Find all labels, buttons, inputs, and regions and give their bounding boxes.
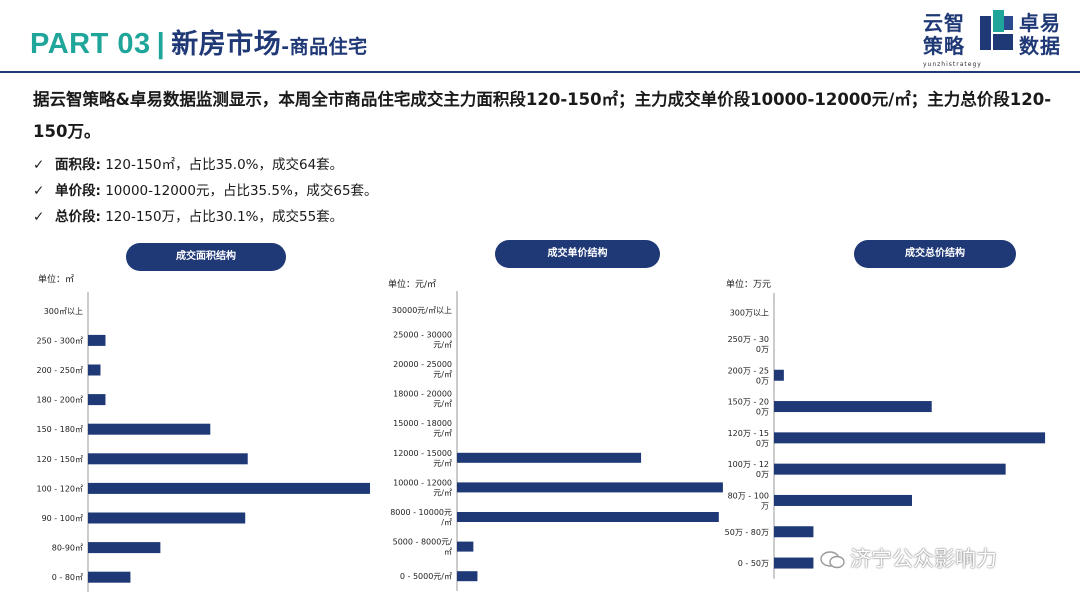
bar bbox=[88, 512, 246, 524]
bar bbox=[774, 369, 784, 381]
category-label: 0 - 5000元/㎡ bbox=[400, 572, 452, 581]
logo-left-line2: 策略 bbox=[923, 34, 965, 58]
bar bbox=[457, 452, 642, 463]
category-label: 10000 - 12000 元/㎡ bbox=[393, 478, 452, 497]
category-label: 200万 - 25 0万 bbox=[728, 366, 769, 385]
category-label: 20000 - 25000 元/㎡ bbox=[393, 360, 452, 379]
check-icon: ✓ bbox=[33, 157, 45, 173]
chart-unit-price-structure: 30000元/㎡以上 25000 - 30000 元/㎡ 20000 - 25000 元… bbox=[390, 291, 723, 591]
logo-left-line1: 云智 bbox=[923, 11, 965, 35]
title-sub: -商品住宅 bbox=[281, 36, 368, 58]
category-label: 5000 - 8000元/㎡ bbox=[393, 538, 453, 557]
check-icon: ✓ bbox=[33, 209, 45, 225]
category-label: 90 - 100㎡ bbox=[42, 514, 83, 523]
category-label: 100 - 120㎡ bbox=[36, 484, 83, 493]
category-label: 300㎡以上 bbox=[44, 307, 83, 316]
bar bbox=[457, 541, 474, 552]
bullet-text: 120-150万，占比30.1%，成交55套。 bbox=[105, 209, 344, 225]
bullet-area: ✓ 面积段: 120-150㎡，占比35.0%，成交64套。 bbox=[33, 152, 378, 178]
category-label: 18000 - 20000 元/㎡ bbox=[393, 390, 452, 409]
chart-title-area: 成交面积结构 bbox=[126, 243, 286, 271]
bar bbox=[774, 494, 912, 506]
logo-left-text: 云智 策略 bbox=[923, 12, 965, 58]
page-title: PART 03 | 新房市场-商品住宅 bbox=[30, 22, 368, 61]
bullet-label: 总价段: bbox=[55, 209, 101, 225]
watermark: 济宁公众影响力 bbox=[820, 543, 997, 573]
category-label: 200 - 250㎡ bbox=[36, 366, 83, 375]
category-label: 15000 - 18000 元/㎡ bbox=[393, 419, 452, 438]
bar bbox=[774, 401, 932, 413]
check-icon: ✓ bbox=[33, 183, 45, 199]
category-label: 80万 - 100 万 bbox=[728, 491, 769, 510]
bar bbox=[88, 334, 106, 346]
logo-tagline: yunzhistrategy bbox=[923, 61, 982, 68]
bar bbox=[88, 571, 131, 583]
logo-right-text: 卓易 数据 bbox=[1019, 12, 1061, 58]
category-label: 0 - 80㎡ bbox=[52, 573, 83, 582]
chart-unit-area: 单位：㎡ bbox=[38, 275, 75, 285]
header-divider bbox=[0, 71, 1080, 73]
bar bbox=[88, 482, 371, 494]
bullet-list: ✓ 面积段: 120-150㎡，占比35.0%，成交64套。 ✓ 单价段: 1000… bbox=[33, 152, 378, 230]
bullet-unit-price: ✓ 单价段: 10000-12000元，占比35.5%，成交65套。 bbox=[33, 178, 378, 204]
summary-text: 据云智策略&卓易数据监测显示，本周全市商品住宅成交主力面积段120-150㎡；主… bbox=[33, 90, 1052, 141]
bullet-text: 120-150㎡，占比35.0%，成交64套。 bbox=[105, 157, 344, 173]
bar bbox=[774, 557, 814, 569]
category-label: 120万 - 15 0万 bbox=[728, 429, 769, 448]
bullet-label: 面积段: bbox=[55, 157, 101, 173]
logo-right-line2: 数据 bbox=[1019, 34, 1061, 58]
category-label: 8000 - 10000元/㎡ bbox=[390, 508, 452, 527]
chart-title-total-price: 成交总价结构 bbox=[854, 240, 1016, 268]
bar bbox=[774, 432, 1046, 444]
category-label: 180 - 200㎡ bbox=[36, 396, 83, 405]
bullet-total-price: ✓ 总价段: 120-150万，占比30.1%，成交55套。 bbox=[33, 204, 378, 230]
chart-unit-total-price: 单位：万元 bbox=[726, 280, 772, 290]
bar bbox=[88, 423, 211, 435]
logo-mark-icon bbox=[980, 10, 1013, 50]
chart-title-unit-price: 成交单价结构 bbox=[495, 240, 660, 268]
bar bbox=[774, 463, 1006, 475]
bar bbox=[88, 364, 101, 376]
part-number: PART 03 bbox=[30, 28, 151, 60]
category-label: 0 - 50万 bbox=[738, 559, 769, 568]
chart-unit-unit-price: 单位：元/㎡ bbox=[388, 280, 437, 290]
category-label: 12000 - 15000 元/㎡ bbox=[393, 449, 452, 468]
category-label: 30000元/㎡以上 bbox=[392, 306, 452, 315]
bar bbox=[457, 571, 478, 582]
bar bbox=[88, 542, 161, 554]
category-label: 250万 - 30 0万 bbox=[728, 335, 769, 354]
category-label: 25000 - 30000 元/㎡ bbox=[393, 330, 452, 349]
bar bbox=[457, 512, 719, 522]
category-label: 100万 - 12 0万 bbox=[728, 460, 769, 479]
title-main: 新房市场 bbox=[171, 29, 282, 60]
bar bbox=[88, 394, 106, 406]
category-label: 300万以上 bbox=[730, 309, 769, 318]
category-label: 250 - 300㎡ bbox=[36, 336, 83, 345]
bar bbox=[88, 453, 248, 465]
category-label: 50万 - 80万 bbox=[725, 528, 769, 537]
watermark-text: 济宁公众影响力 bbox=[850, 547, 997, 571]
category-label: 150万 - 20 0万 bbox=[728, 398, 769, 417]
wechat-icon bbox=[820, 551, 845, 569]
chart-area-structure: 300㎡以上 250 - 300㎡ 200 - 250㎡ 180 - 200㎡ 150 … bbox=[36, 292, 371, 592]
category-label: 150 - 180㎡ bbox=[36, 425, 83, 434]
category-label: 120 - 150㎡ bbox=[36, 455, 83, 464]
category-label: 80-90㎡ bbox=[52, 544, 83, 553]
bar bbox=[774, 526, 814, 538]
bullet-label: 单价段: bbox=[55, 183, 101, 199]
brand-logo: 云智 策略 卓易 数据 yunzhistrategy bbox=[923, 10, 1073, 70]
chart-total-price-structure: 300万以上 250万 - 30 0万 200万 - 25 0万 150万 - 20 0万 1… bbox=[725, 293, 1046, 579]
bar bbox=[457, 482, 723, 493]
bullet-text: 10000-12000元，占比35.5%，成交65套。 bbox=[105, 183, 378, 199]
logo-right-line1: 卓易 bbox=[1019, 11, 1061, 35]
title-separator: | bbox=[156, 28, 166, 60]
